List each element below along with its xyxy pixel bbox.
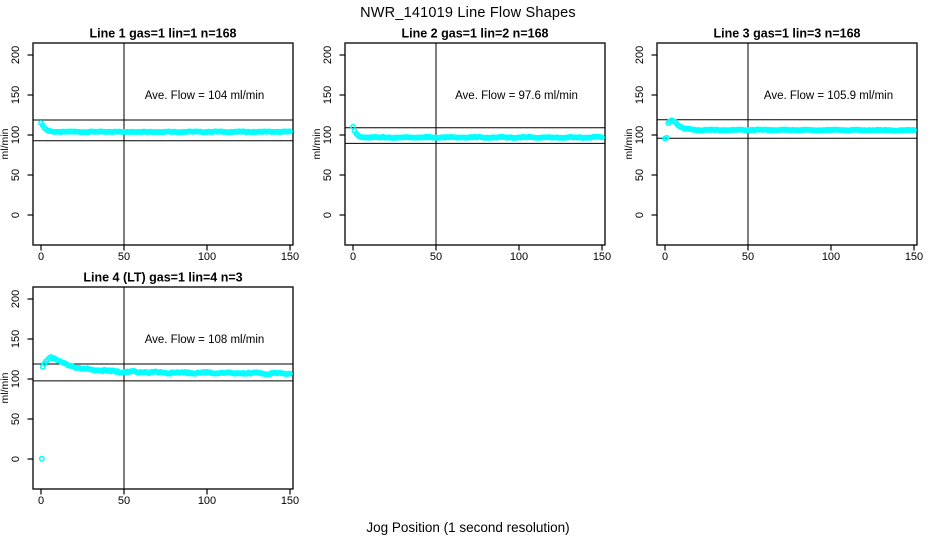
- data-points: [38, 119, 293, 136]
- panel-title: Line 3 gas=1 lin=3 n=168: [714, 27, 861, 41]
- panel-line-3-plot: Line 3 gas=1 lin=3 n=168 0 50 100 150 0 50 100 1…: [624, 27, 923, 264]
- outlier-point: [663, 134, 670, 141]
- y-tick-label: 100: [634, 126, 646, 144]
- figure-title: NWR_141019 Line Flow Shapes: [360, 5, 576, 21]
- y-axis-label: ml/min: [0, 128, 11, 159]
- x-tick-label: 50: [118, 495, 130, 507]
- ave-flow-annotation: Ave. Flow = 97.6 ml/min: [455, 90, 578, 102]
- y-tick-label: 150: [634, 86, 646, 104]
- panel-title: Line 2 gas=1 lin=2 n=168: [402, 27, 549, 41]
- y-axis-label: ml/min: [0, 372, 11, 403]
- x-tick-label: 50: [430, 251, 442, 263]
- ave-flow-annotation: Ave. Flow = 108 ml/min: [145, 334, 265, 346]
- panel-line-4: Line 4 (LT) gas=1 lin=4 n=3 0 50 100 150 0 50 1…: [0, 270, 312, 514]
- x-tick-label: 100: [198, 495, 216, 507]
- plot-box: [344, 42, 606, 246]
- y-tick-label: 50: [322, 169, 334, 181]
- y-axis-label: ml/min: [624, 128, 635, 159]
- y-tick-label: 50: [10, 169, 22, 181]
- y-tick-label: 200: [322, 46, 334, 64]
- x-tick-label: 100: [822, 251, 840, 263]
- panel-line-2-plot: Line 2 gas=1 lin=2 n=168 0 50 100 150 0 50 100 1…: [312, 27, 611, 264]
- panel-grid: Line 1 gas=1 lin=1 n=168 0 50 100 150 0 50 100 1…: [0, 26, 936, 514]
- x-tick-label: 0: [38, 251, 44, 263]
- x-tick-label: 150: [281, 495, 299, 507]
- y-tick-label: 100: [322, 126, 334, 144]
- y-axis-label: ml/min: [312, 128, 323, 159]
- data-points: [38, 354, 293, 462]
- outlier-point: [38, 455, 45, 462]
- y-tick-label: 100: [10, 370, 22, 388]
- ave-flow-annotation: Ave. Flow = 104 ml/min: [145, 90, 265, 102]
- panel-line-2: Line 2 gas=1 lin=2 n=168 0 50 100 150 0 50 100 1…: [312, 26, 624, 270]
- panel-title: Line 4 (LT) gas=1 lin=4 n=3: [83, 271, 242, 285]
- y-tick-label: 50: [634, 169, 646, 181]
- figure-xlabel: Jog Position (1 second resolution): [366, 519, 570, 535]
- x-tick-label: 100: [510, 251, 528, 263]
- panel-title: Line 1 gas=1 lin=1 n=168: [90, 27, 237, 41]
- x-tick-label: 50: [118, 251, 130, 263]
- data-points: [350, 123, 605, 141]
- ave-flow-annotation: Ave. Flow = 105.9 ml/min: [764, 90, 893, 102]
- plot-box: [32, 286, 294, 490]
- x-tick-label: 0: [38, 495, 44, 507]
- x-tick-label: 150: [905, 251, 923, 263]
- panel-line-1: Line 1 gas=1 lin=1 n=168 0 50 100 150 0 50 100 1…: [0, 26, 312, 270]
- plot-box: [656, 42, 918, 246]
- y-tick-label: 200: [634, 46, 646, 64]
- y-tick-label: 0: [634, 212, 646, 218]
- x-tick-label: 150: [593, 251, 611, 263]
- x-tick-label: 50: [742, 251, 754, 263]
- x-tick-label: 100: [198, 251, 216, 263]
- x-tick-label: 0: [350, 251, 356, 263]
- y-tick-label: 150: [10, 330, 22, 348]
- y-tick-label: 0: [322, 212, 334, 218]
- y-tick-label: 0: [10, 456, 22, 462]
- y-tick-label: 0: [10, 212, 22, 218]
- x-tick-label: 150: [281, 251, 299, 263]
- panel-line-1-plot: Line 1 gas=1 lin=1 n=168 0 50 100 150 0 50 100 1…: [0, 27, 299, 264]
- y-tick-label: 50: [10, 413, 22, 425]
- data-points: [662, 117, 917, 142]
- panel-line-4-plot: Line 4 (LT) gas=1 lin=4 n=3 0 50 100 150 0 50 1…: [0, 271, 299, 508]
- panel-line-3: Line 3 gas=1 lin=3 n=168 0 50 100 150 0 50 100 1…: [624, 26, 936, 270]
- y-tick-label: 200: [10, 46, 22, 64]
- plot-box: [32, 42, 294, 246]
- y-tick-label: 150: [10, 86, 22, 104]
- empty-cell-1: [312, 270, 624, 514]
- y-tick-label: 100: [10, 126, 22, 144]
- empty-cell-2: [624, 270, 936, 514]
- y-tick-label: 150: [322, 86, 334, 104]
- y-tick-label: 200: [10, 290, 22, 308]
- x-tick-label: 0: [662, 251, 668, 263]
